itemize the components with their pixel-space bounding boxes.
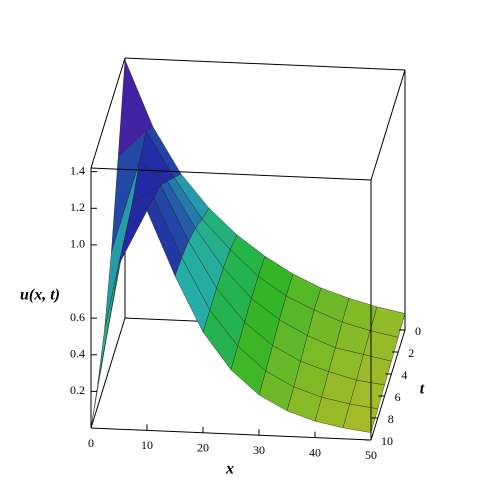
z-tick-label: 1.2	[70, 200, 85, 214]
t-tick-label: 2	[408, 346, 414, 360]
box-edge	[370, 329, 406, 441]
z-tick-label: 1.4	[70, 163, 85, 177]
z-tick-label: 1.0	[70, 237, 85, 251]
box-edge	[90, 167, 372, 181]
x-tick-label: 50	[365, 448, 377, 462]
x-tick-label: 30	[253, 443, 265, 457]
t-tick-label: 6	[395, 390, 401, 404]
z-axis-label: u(x, t)	[20, 287, 60, 304]
box-edge	[90, 317, 126, 429]
surface	[90, 59, 406, 433]
box-edge	[90, 57, 126, 169]
t-tick-label: 4	[401, 368, 407, 382]
z-tick-label: 0.2	[70, 383, 85, 397]
z-tick-label: 0.4	[70, 347, 85, 361]
x-tick-label: 40	[309, 445, 321, 459]
t-tick-label: 10	[381, 434, 393, 448]
t-tick-label: 0	[415, 324, 421, 338]
t-tick-label: 8	[388, 412, 394, 426]
box-edge	[90, 427, 372, 441]
x-tick-label: 0	[88, 436, 94, 450]
z-tick-label: 0.6	[70, 310, 85, 324]
x-tick-label: 20	[197, 441, 209, 455]
box-edge	[370, 69, 406, 181]
t-axis-label: t	[420, 381, 425, 398]
box-edge	[124, 57, 406, 71]
x-tick-label: 10	[141, 438, 153, 452]
x-axis-label: x	[225, 461, 234, 478]
